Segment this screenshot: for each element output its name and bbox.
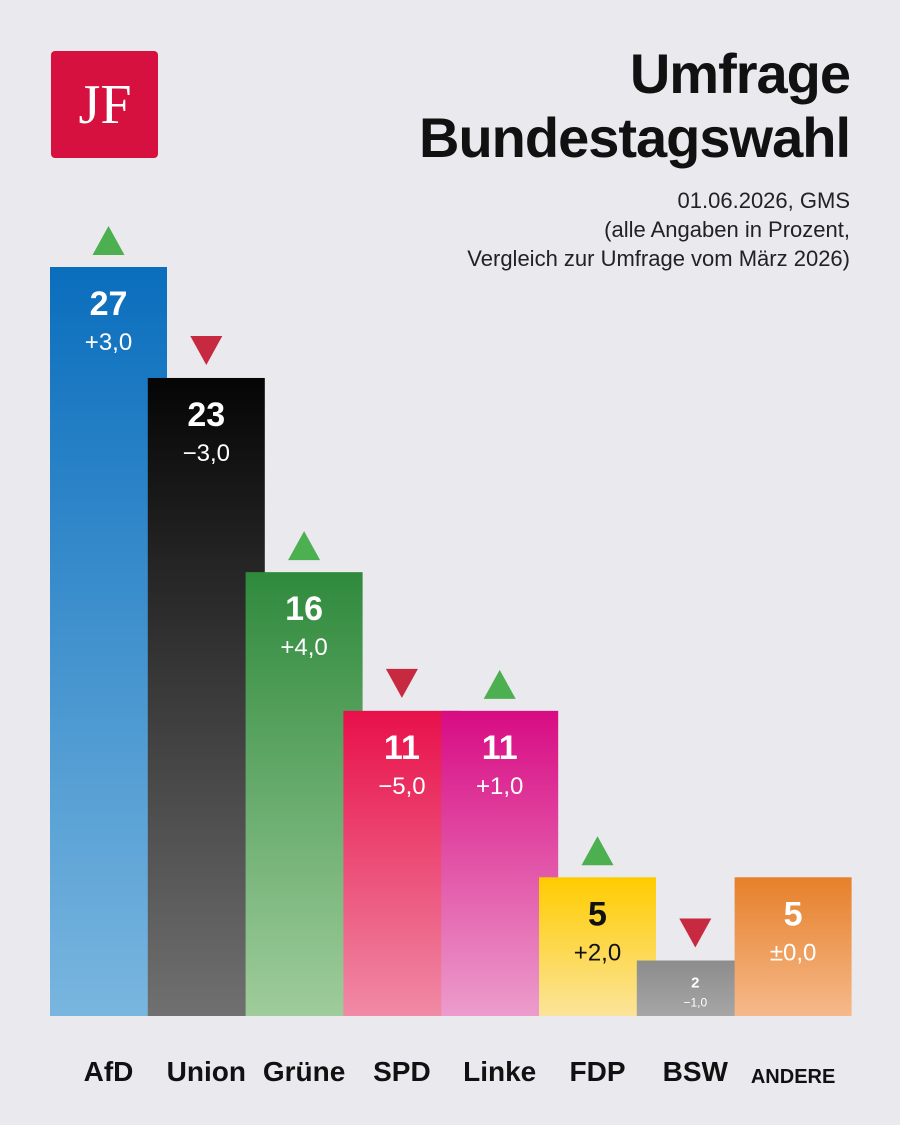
title-line-2: Bundestagswahl: [419, 106, 851, 169]
trend-up-icon: [581, 836, 614, 866]
change-label-andere: ±0,0: [770, 939, 817, 966]
bar-linke: [441, 710, 559, 1016]
change-label-union: −3,0: [183, 440, 230, 467]
trend-up-icon: [92, 226, 125, 255]
subtitle-unit-note: (alle Angaben in Prozent,: [604, 217, 850, 242]
bar-union: [147, 377, 265, 1016]
bar-fdp: [539, 877, 656, 1016]
category-label-afd: AfD: [84, 1056, 134, 1087]
trend-up-icon: [483, 669, 516, 699]
trend-down-icon: [679, 918, 712, 948]
value-label-gr-ne: 16: [285, 590, 323, 628]
change-label-afd: +3,0: [85, 329, 132, 356]
bar-spd: [343, 710, 461, 1016]
jf-logo-mark: JF: [78, 74, 131, 136]
page-title: Umfrage Bundestagswahl: [419, 42, 851, 170]
trend-down-icon: [385, 668, 418, 698]
change-label-bsw: −1,0: [683, 996, 707, 1010]
value-label-afd: 27: [90, 285, 128, 323]
category-label-union: Union: [167, 1056, 246, 1087]
category-label-gr-ne: Grüne: [263, 1056, 345, 1087]
value-label-fdp: 5: [588, 895, 607, 933]
category-label-fdp: FDP: [570, 1056, 626, 1087]
value-label-bsw: 2: [691, 975, 699, 992]
trend-down-icon: [190, 335, 223, 365]
subtitle-date-source: 01.06.2026, GMS: [677, 188, 850, 213]
bar-andere: [734, 877, 852, 1016]
change-label-fdp: +2,0: [574, 939, 621, 966]
category-label-linke: Linke: [463, 1056, 536, 1087]
change-label-gr-ne: +4,0: [280, 634, 327, 661]
value-label-andere: 5: [784, 895, 803, 933]
jf-logo: JF: [51, 51, 158, 158]
bar-labels: 27 +3,0 AfD 23 −3,0 Union 16 +4,0 Grüne 11 −5,0 SPD…: [84, 226, 835, 1088]
change-label-spd: −5,0: [378, 773, 425, 800]
bars: [50, 267, 852, 1016]
logo-text: JF: [78, 74, 131, 136]
value-label-union: 23: [187, 396, 225, 434]
title-line-1: Umfrage: [629, 42, 851, 105]
category-label-andere: ANDERE: [751, 1066, 835, 1088]
bar-gr-ne: [245, 572, 363, 1016]
chart-subtitle: 01.06.2026, GMS (alle Angaben in Prozent…: [467, 186, 850, 273]
value-label-spd: 11: [384, 729, 420, 767]
bar-afd: [50, 267, 167, 1016]
change-label-linke: +1,0: [476, 773, 523, 800]
category-label-bsw: BSW: [663, 1056, 729, 1087]
trend-up-icon: [288, 531, 321, 561]
subtitle-comparison-note: Vergleich zur Umfrage vom März 2026): [467, 246, 850, 271]
category-label-spd: SPD: [373, 1056, 431, 1087]
value-label-linke: 11: [482, 729, 518, 767]
bar-bsw: [636, 960, 754, 1016]
